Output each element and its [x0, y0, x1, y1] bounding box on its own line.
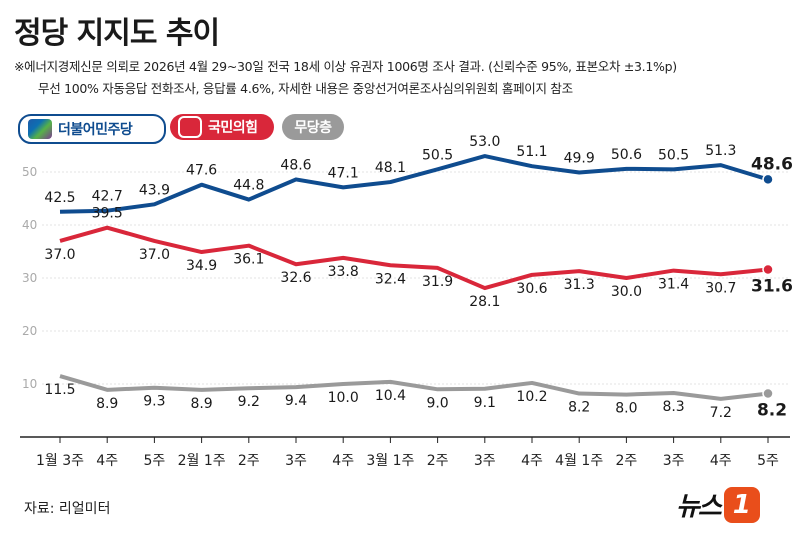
legend-dem-label: 더불어민주당	[58, 122, 133, 138]
data-label: 39.5	[92, 206, 123, 222]
series-end-marker	[762, 387, 774, 400]
data-label: 50.6	[611, 147, 642, 163]
data-label: 51.1	[516, 144, 547, 160]
data-label: 28.1	[469, 294, 500, 310]
survey-note: ※에너지경제신문 의뢰로 2026년 4월 29~30일 전국 18세 이상 유…	[14, 59, 677, 74]
data-label: 36.1	[233, 252, 264, 268]
x-tick-label: 4주	[96, 453, 118, 469]
data-label: 30.6	[516, 281, 547, 297]
x-tick-label: 2주	[427, 453, 449, 469]
data-label: 48.1	[375, 160, 406, 176]
x-tick-label: 5주	[144, 453, 166, 469]
ppp-logo-icon	[178, 116, 202, 138]
x-tick-label: 2주	[616, 453, 638, 469]
x-tick-label: 4월 1주	[555, 453, 603, 469]
x-tick-label: 4주	[332, 453, 354, 469]
page-title: 정당 지지도 추이	[14, 16, 220, 51]
legend-ppp: 국민의힘	[170, 114, 274, 140]
legend-dem: 더불어민주당	[18, 114, 166, 144]
data-label: 31.9	[422, 274, 453, 290]
x-tick-label: 3주	[663, 453, 685, 469]
x-tick-label: 4주	[521, 453, 543, 469]
data-label: 49.9	[564, 151, 595, 167]
data-label: 8.2	[568, 400, 590, 416]
logo-mark: 1	[723, 486, 760, 523]
data-label: 30.0	[611, 284, 642, 300]
x-tick-label: 2주	[238, 453, 260, 469]
data-label: 48.6	[280, 157, 311, 173]
data-label: 37.0	[139, 247, 170, 263]
data-label: 47.1	[328, 165, 359, 181]
legend-none: 무당층	[282, 114, 344, 140]
data-label: 31.6	[751, 277, 793, 297]
data-label: 10.2	[516, 389, 547, 405]
data-label: 50.5	[658, 147, 689, 163]
x-tick-label: 5주	[757, 453, 779, 469]
data-label: 9.1	[474, 395, 496, 411]
legend-ppp-label: 국민의힘	[208, 120, 258, 136]
data-label: 51.3	[705, 143, 736, 159]
data-label: 42.5	[44, 190, 75, 206]
dem-logo-icon	[28, 119, 52, 139]
data-label: 8.9	[190, 396, 212, 412]
data-label: 9.3	[143, 394, 165, 410]
data-label: 44.8	[233, 178, 264, 194]
x-tick-label: 1월 3주	[36, 453, 84, 469]
data-label: 8.0	[615, 401, 637, 417]
data-label: 47.6	[186, 163, 217, 179]
x-tick-label: 3월 1주	[366, 453, 414, 469]
y-tick-label: 50	[22, 165, 37, 179]
x-tick-label: 3주	[474, 453, 496, 469]
data-label: 8.3	[662, 399, 684, 415]
data-label: 34.9	[186, 258, 217, 274]
news1-logo: 뉴스 1	[676, 486, 760, 523]
data-label: 31.3	[564, 277, 595, 293]
x-tick-label: 2월 1주	[178, 453, 226, 469]
x-tick-label: 4주	[710, 453, 732, 469]
logo-text: 뉴스	[676, 492, 722, 522]
data-label: 31.4	[658, 277, 689, 293]
data-label: 32.4	[375, 271, 406, 287]
series-line	[59, 225, 769, 291]
source-label: 자료: 리얼미터	[24, 501, 111, 517]
data-label: 10.0	[328, 390, 359, 406]
data-label: 11.5	[44, 382, 75, 398]
legend-none-label: 무당층	[294, 120, 332, 136]
data-label: 50.5	[422, 147, 453, 163]
y-tick-label: 30	[22, 271, 37, 285]
data-label: 43.9	[139, 182, 170, 198]
y-tick-label: 40	[22, 218, 37, 232]
data-label: 9.2	[238, 394, 260, 410]
series-line	[59, 374, 769, 401]
survey-note-2: 무선 100% 자동응답 전화조사, 응답률 4.6%, 자세한 내용은 중앙선…	[38, 81, 573, 96]
data-label: 42.7	[92, 189, 123, 205]
data-label: 33.8	[328, 264, 359, 280]
data-label: 8.2	[757, 401, 787, 421]
data-label: 8.9	[96, 396, 118, 412]
series-end-marker	[762, 173, 774, 186]
data-label: 9.0	[426, 395, 448, 411]
data-label: 32.6	[280, 270, 311, 286]
data-label: 10.4	[375, 388, 406, 404]
data-label: 7.2	[710, 405, 732, 421]
data-label: 9.4	[285, 393, 307, 409]
data-label: 30.7	[705, 280, 736, 296]
series-line	[59, 154, 769, 214]
x-tick-label: 3주	[285, 453, 307, 469]
y-tick-label: 20	[22, 324, 37, 338]
data-label: 48.6	[751, 154, 793, 174]
y-tick-label: 10	[22, 377, 37, 391]
series-end-marker	[762, 263, 774, 276]
data-label: 53.0	[469, 134, 500, 150]
data-label: 37.0	[44, 247, 75, 263]
